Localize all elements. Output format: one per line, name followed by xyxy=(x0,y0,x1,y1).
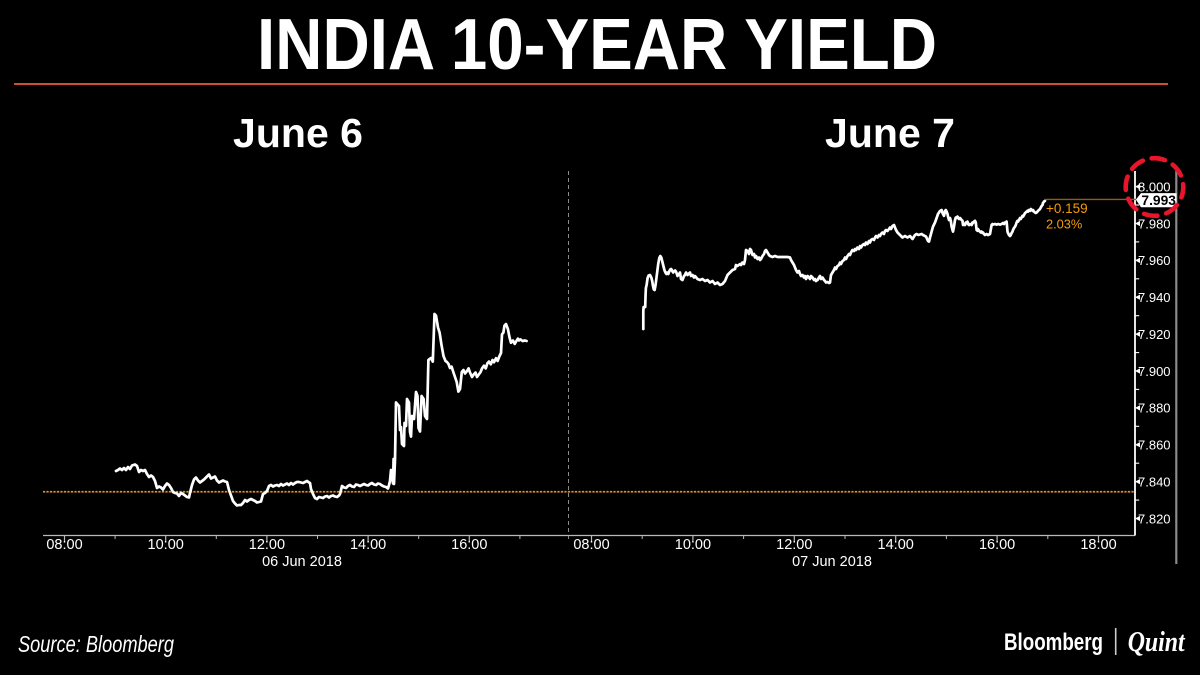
svg-text:8.000: 8.000 xyxy=(1138,179,1171,194)
svg-text:Bloomberg: Bloomberg xyxy=(1004,629,1103,656)
svg-text:08:00: 08:00 xyxy=(573,537,609,553)
svg-text:7.880: 7.880 xyxy=(1138,401,1171,416)
svg-text:Quint: Quint xyxy=(1128,627,1186,658)
svg-text:12:00: 12:00 xyxy=(776,537,812,553)
svg-text:7.900: 7.900 xyxy=(1138,364,1171,379)
svg-text:7.820: 7.820 xyxy=(1138,511,1171,526)
svg-text:7.860: 7.860 xyxy=(1138,438,1171,453)
svg-text:07 Jun 2018: 07 Jun 2018 xyxy=(792,554,872,570)
svg-text:7.993: 7.993 xyxy=(1141,193,1176,208)
svg-text:10:00: 10:00 xyxy=(148,537,184,553)
svg-text:06 Jun 2018: 06 Jun 2018 xyxy=(262,554,342,570)
svg-text:7.980: 7.980 xyxy=(1138,216,1171,231)
svg-text:7.940: 7.940 xyxy=(1138,290,1171,305)
svg-text:08:00: 08:00 xyxy=(46,537,82,553)
svg-text:18:00: 18:00 xyxy=(1080,537,1116,553)
svg-text:7.960: 7.960 xyxy=(1138,253,1171,268)
svg-text:12:00: 12:00 xyxy=(249,537,285,553)
svg-text:16:00: 16:00 xyxy=(979,537,1015,553)
svg-text:Source: Bloomberg: Source: Bloomberg xyxy=(18,631,174,657)
svg-text:INDIA 10-YEAR YIELD: INDIA 10-YEAR YIELD xyxy=(257,5,937,80)
svg-text:7.920: 7.920 xyxy=(1138,327,1171,342)
svg-text:14:00: 14:00 xyxy=(878,537,914,553)
svg-text:16:00: 16:00 xyxy=(451,537,487,553)
svg-text:2.03%: 2.03% xyxy=(1046,217,1082,232)
svg-text:7.840: 7.840 xyxy=(1138,474,1171,489)
svg-text:10:00: 10:00 xyxy=(675,537,711,553)
svg-text:14:00: 14:00 xyxy=(350,537,386,553)
svg-text:+0.159: +0.159 xyxy=(1046,201,1088,216)
